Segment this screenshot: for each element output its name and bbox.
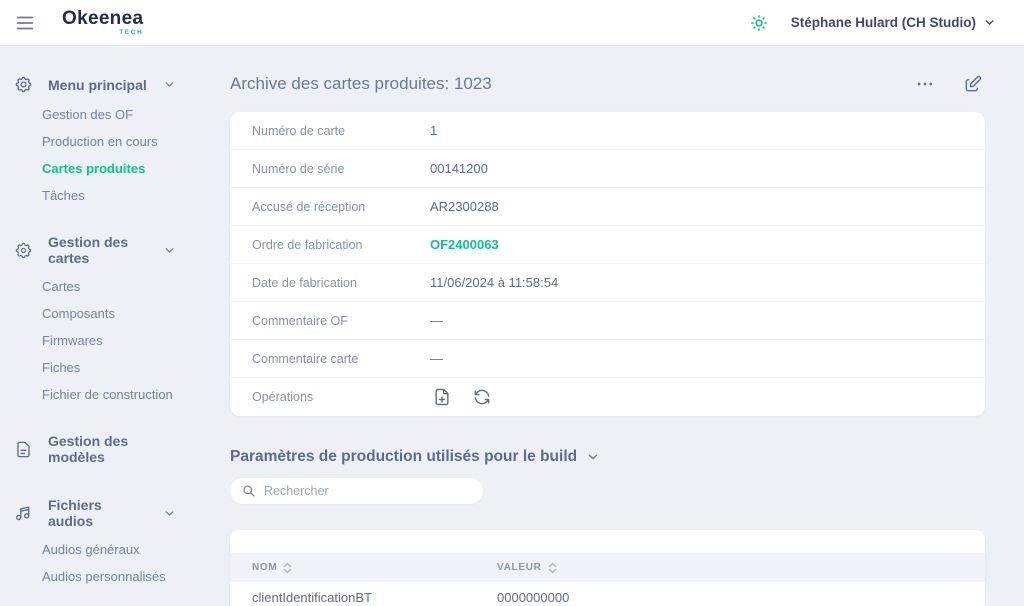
topbar: Okeenea TECH Stéphane Hulard (CH Studio) bbox=[0, 0, 1024, 46]
detail-row: Ordre de fabrication OF2400063 bbox=[230, 226, 985, 264]
param-name-cell: clientIdentificationBT bbox=[252, 590, 372, 605]
detail-label: Opérations bbox=[252, 390, 314, 404]
detail-row: Commentaire OF — bbox=[230, 302, 985, 340]
sidebar-section-menu-principal[interactable]: Menu principal bbox=[0, 68, 210, 101]
chevron-down-icon bbox=[586, 450, 600, 464]
detail-row: Accusé de réception AR2300288 bbox=[230, 188, 985, 226]
sidebar-item-fiches[interactable]: Fiches bbox=[42, 360, 81, 375]
sidebar-section-fichiers-audios[interactable]: Fichiers audios bbox=[0, 490, 210, 536]
detail-row: Numéro de carte 1 bbox=[230, 112, 985, 150]
card-archive-details: Numéro de carte 1 Numéro de série 001412… bbox=[230, 112, 985, 416]
sidebar-item-taches[interactable]: Tâches bbox=[42, 188, 85, 203]
theme-toggle-sun-icon[interactable] bbox=[747, 11, 771, 35]
detail-row-operations: Opérations bbox=[230, 378, 985, 416]
detail-value: AR2300288 bbox=[430, 199, 499, 214]
app-logo: Okeenea TECH bbox=[62, 9, 143, 37]
user-menu[interactable]: Stéphane Hulard (CH Studio) bbox=[791, 15, 996, 30]
detail-value: 1 bbox=[430, 123, 438, 138]
fabrication-order-link[interactable]: OF2400063 bbox=[430, 237, 499, 252]
chevron-down-icon bbox=[983, 16, 996, 29]
detail-label: Accusé de réception bbox=[252, 199, 366, 214]
sidebar-item-gestion-des-of[interactable]: Gestion des OF bbox=[42, 107, 134, 122]
param-value-cell: 0000000000 bbox=[497, 590, 570, 605]
params-section-toggle[interactable]: Paramètres de production utilisés pour l… bbox=[230, 446, 985, 468]
sidebar-item-fichier-de-construction[interactable]: Fichier de construction bbox=[42, 387, 173, 402]
column-header-nom[interactable]: NOM bbox=[252, 562, 497, 574]
chevron-down-icon bbox=[163, 507, 176, 520]
logo-sub-text: TECH bbox=[119, 28, 144, 36]
sidebar: Menu principal Gestion des OF Production… bbox=[0, 46, 210, 606]
sort-icon bbox=[548, 562, 557, 574]
column-header-valeur[interactable]: VALEUR bbox=[497, 562, 557, 574]
sidebar-section-label: Gestion des cartes bbox=[48, 234, 129, 266]
sidebar-section-label: Gestion des modèles bbox=[48, 433, 129, 465]
search-bar bbox=[230, 478, 483, 504]
sidebar-item-cartes-produites[interactable]: Cartes produites bbox=[42, 161, 146, 176]
params-section-title: Paramètres de production utilisés pour l… bbox=[230, 448, 578, 465]
table-row: clientIdentificationBT 0000000000 bbox=[230, 582, 985, 606]
main-content: Archive des cartes produites: 1023 Numér… bbox=[210, 46, 1024, 606]
music-note-icon bbox=[14, 504, 33, 523]
detail-label: Numéro de série bbox=[252, 161, 345, 176]
detail-row: Numéro de série 00141200 bbox=[230, 150, 985, 188]
detail-value: 00141200 bbox=[430, 161, 488, 176]
detail-label: Numéro de carte bbox=[252, 123, 346, 138]
file-plus-icon[interactable] bbox=[430, 385, 454, 409]
detail-label: Commentaire carte bbox=[252, 351, 359, 366]
refresh-icon[interactable] bbox=[470, 385, 494, 409]
sidebar-item-composants[interactable]: Composants bbox=[42, 306, 115, 321]
search-input[interactable] bbox=[264, 484, 471, 498]
hamburger-menu-icon[interactable] bbox=[10, 8, 40, 38]
sidebar-section-gestion-des-modeles[interactable]: Gestion des modèles bbox=[0, 426, 210, 472]
column-header-label: NOM bbox=[252, 562, 278, 573]
edit-button[interactable] bbox=[961, 72, 985, 96]
sidebar-item-cartes[interactable]: Cartes bbox=[42, 279, 81, 294]
document-icon bbox=[14, 440, 33, 459]
sidebar-item-audios-generaux[interactable]: Audios généraux bbox=[42, 542, 140, 557]
sidebar-item-production-en-cours[interactable]: Production en cours bbox=[42, 134, 158, 149]
detail-value: — bbox=[430, 313, 443, 328]
detail-label: Ordre de fabrication bbox=[252, 237, 363, 252]
logo-brand-text: Okeenea bbox=[62, 7, 144, 29]
detail-label: Date de fabrication bbox=[252, 275, 357, 290]
sidebar-section-gestion-des-cartes[interactable]: Gestion des cartes bbox=[0, 227, 210, 273]
column-header-label: VALEUR bbox=[497, 562, 542, 573]
params-table-card: NOM VALEUR clientIdentificationBT 000000… bbox=[230, 530, 985, 606]
detail-value: — bbox=[430, 351, 443, 366]
detail-row: Commentaire carte — bbox=[230, 340, 985, 378]
chevron-down-icon bbox=[163, 244, 176, 257]
sort-icon bbox=[283, 562, 292, 574]
gear-icon bbox=[14, 241, 33, 260]
sidebar-item-firmwares[interactable]: Firmwares bbox=[42, 333, 103, 348]
table-header-row: NOM VALEUR bbox=[230, 553, 985, 582]
more-options-button[interactable] bbox=[913, 72, 937, 96]
sidebar-item-audios-personnalises[interactable]: Audios personnalisés bbox=[42, 569, 166, 584]
page-title: Archive des cartes produites: 1023 bbox=[230, 74, 492, 93]
detail-row: Date de fabrication 11/06/2024 à 11:58:5… bbox=[230, 264, 985, 302]
cog-icon bbox=[14, 75, 33, 94]
detail-label: Commentaire OF bbox=[252, 313, 348, 328]
sidebar-section-label: Fichiers audios bbox=[48, 497, 102, 529]
sidebar-section-label: Menu principal bbox=[48, 76, 147, 93]
detail-value: 11/06/2024 à 11:58:54 bbox=[430, 275, 559, 290]
search-icon bbox=[242, 484, 256, 498]
user-name: Stéphane Hulard (CH Studio) bbox=[790, 15, 976, 30]
chevron-down-icon bbox=[163, 78, 176, 91]
